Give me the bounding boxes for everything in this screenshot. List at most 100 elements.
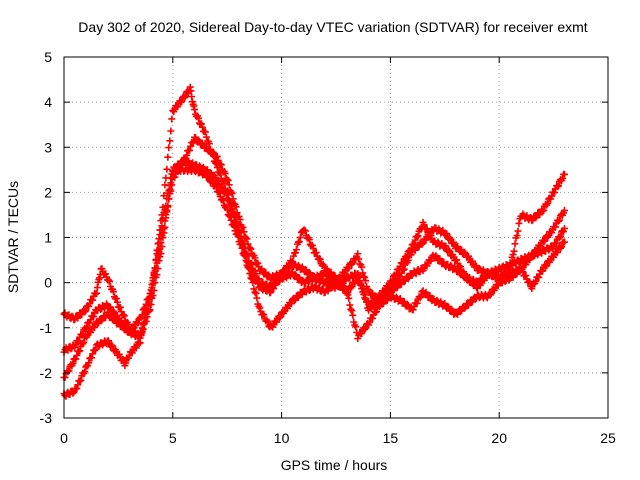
data-point-marker bbox=[72, 355, 80, 363]
data-point-marker bbox=[276, 314, 284, 322]
data-point-marker bbox=[82, 307, 90, 315]
y-tick-label: -3 bbox=[40, 410, 53, 426]
data-point-marker bbox=[426, 231, 434, 239]
data-point-marker bbox=[292, 246, 300, 254]
data-point-marker bbox=[358, 263, 366, 271]
data-point-marker bbox=[369, 314, 377, 322]
data-point-marker bbox=[348, 307, 356, 315]
data-point-marker bbox=[109, 288, 117, 296]
x-tick-label: 20 bbox=[491, 430, 507, 446]
x-axis-label: GPS time / hours bbox=[281, 457, 388, 473]
data-point-marker bbox=[355, 255, 363, 263]
data-point-marker bbox=[252, 270, 260, 278]
data-point-marker bbox=[215, 188, 223, 196]
data-point-marker bbox=[106, 303, 114, 311]
data-point-marker bbox=[182, 92, 190, 100]
data-point-marker bbox=[559, 228, 567, 236]
data-point-marker bbox=[86, 300, 94, 308]
data-point-marker bbox=[252, 289, 260, 297]
data-point-marker bbox=[105, 276, 113, 284]
data-point-marker bbox=[137, 331, 145, 339]
data-point-marker bbox=[214, 156, 222, 164]
data-point-marker bbox=[183, 151, 191, 159]
data-point-marker bbox=[556, 216, 564, 224]
data-point-marker bbox=[352, 323, 360, 331]
data-point-marker bbox=[227, 216, 235, 224]
data-point-marker bbox=[557, 244, 565, 252]
data-point-marker bbox=[195, 136, 203, 144]
data-point-marker bbox=[486, 291, 494, 299]
data-point-marker bbox=[77, 376, 85, 384]
data-point-marker bbox=[119, 311, 127, 319]
data-point-marker bbox=[166, 137, 174, 145]
data-point-marker bbox=[218, 183, 226, 191]
data-point-marker bbox=[344, 291, 352, 299]
data-point-marker bbox=[102, 270, 110, 278]
data-point-marker bbox=[61, 374, 69, 382]
data-point-marker bbox=[254, 259, 262, 267]
data-point-marker bbox=[407, 251, 415, 259]
data-point-marker bbox=[151, 264, 159, 272]
data-point-marker bbox=[116, 303, 124, 311]
data-point-marker bbox=[163, 194, 171, 202]
data-point-marker bbox=[186, 146, 194, 154]
data-point-marker bbox=[542, 263, 550, 271]
data-point-marker bbox=[363, 298, 371, 306]
data-point-marker bbox=[354, 270, 362, 278]
data-point-marker bbox=[399, 266, 407, 274]
data-point-marker bbox=[105, 277, 113, 285]
y-tick-label: 1 bbox=[44, 230, 52, 246]
data-point-marker bbox=[157, 226, 165, 234]
data-point-marker bbox=[156, 231, 164, 239]
chart-title: Day 302 of 2020, Sidereal Day-to-day VTE… bbox=[78, 19, 587, 35]
data-point-marker bbox=[149, 274, 157, 282]
data-point-marker bbox=[316, 255, 324, 263]
data-point-marker bbox=[88, 354, 96, 362]
x-tick-label: 10 bbox=[274, 430, 290, 446]
data-point-marker bbox=[250, 285, 258, 293]
data-point-marker bbox=[300, 226, 308, 234]
data-point-marker bbox=[420, 221, 428, 229]
data-point-marker bbox=[243, 235, 251, 243]
y-tick-label: 4 bbox=[44, 94, 52, 110]
data-point-marker bbox=[551, 189, 559, 197]
data-points bbox=[60, 83, 568, 400]
data-point-marker bbox=[167, 127, 175, 135]
data-point-marker bbox=[164, 153, 172, 161]
data-point-marker bbox=[144, 301, 152, 309]
data-point-marker bbox=[305, 236, 313, 244]
data-point-marker bbox=[98, 265, 106, 273]
data-point-marker bbox=[224, 176, 232, 184]
data-point-marker bbox=[548, 192, 556, 200]
data-point-marker bbox=[197, 120, 205, 128]
data-point-marker bbox=[509, 251, 517, 259]
data-point-marker bbox=[228, 189, 236, 197]
data-point-marker bbox=[333, 278, 341, 286]
data-point-marker bbox=[291, 249, 299, 257]
data-point-marker bbox=[245, 263, 253, 271]
y-axis-label: SDTVAR / TECUs bbox=[5, 181, 21, 293]
data-point-marker bbox=[550, 253, 558, 261]
data-point-marker bbox=[413, 299, 421, 307]
data-point-marker bbox=[471, 262, 479, 270]
data-point-marker bbox=[228, 207, 236, 215]
data-point-marker bbox=[236, 216, 244, 224]
grid-lines bbox=[64, 57, 608, 418]
data-point-marker bbox=[195, 114, 203, 122]
data-point-marker bbox=[346, 301, 354, 309]
data-point-marker bbox=[226, 212, 234, 220]
y-tick-label: 5 bbox=[44, 49, 52, 65]
data-point-marker bbox=[91, 346, 99, 354]
data-point-marker bbox=[264, 318, 272, 326]
x-axis-ticks: 0 5 10 15 20 25 bbox=[60, 57, 616, 446]
data-point-marker bbox=[202, 133, 210, 141]
data-point-marker bbox=[212, 184, 220, 192]
data-point-marker bbox=[445, 246, 453, 254]
data-point-marker bbox=[69, 360, 77, 368]
data-point-marker bbox=[354, 250, 362, 258]
data-point-marker bbox=[167, 174, 175, 182]
data-point-marker bbox=[162, 202, 170, 210]
data-point-marker bbox=[400, 265, 408, 273]
data-point-marker bbox=[355, 271, 363, 279]
data-point-marker bbox=[83, 323, 91, 331]
